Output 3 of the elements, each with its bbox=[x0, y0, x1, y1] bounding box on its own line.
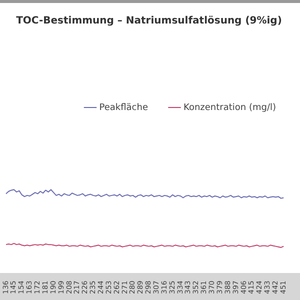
legend-label: Konzentration (mg/l) bbox=[183, 102, 276, 113]
legend-label: Peakfläche bbox=[99, 102, 148, 113]
chart-title: TOC-Bestimmung – Natriumsulfatlösung (9%ig) bbox=[16, 16, 282, 27]
